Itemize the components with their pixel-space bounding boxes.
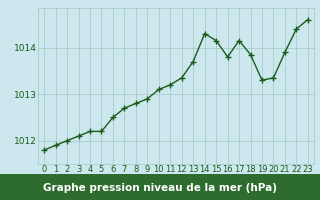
Text: Graphe pression niveau de la mer (hPa): Graphe pression niveau de la mer (hPa) bbox=[43, 183, 277, 193]
